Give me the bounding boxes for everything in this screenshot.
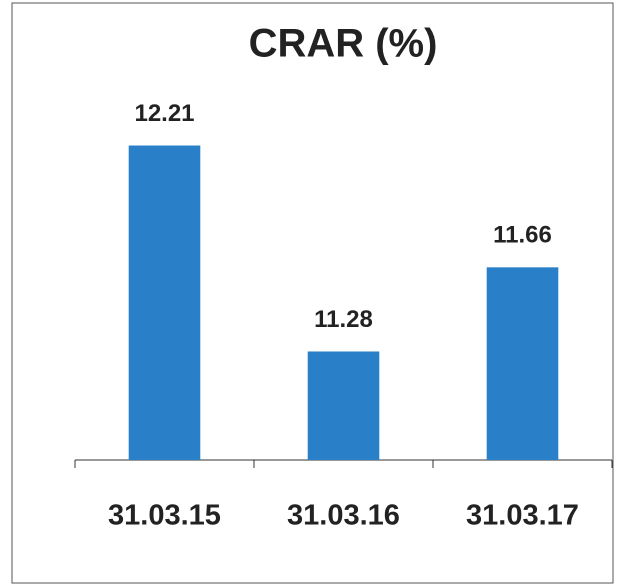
bar bbox=[128, 145, 201, 461]
x-tick-label: 31.03.16 bbox=[287, 500, 400, 532]
value-label: 11.28 bbox=[314, 306, 373, 333]
x-tick-label: 31.03.15 bbox=[108, 500, 221, 532]
chart-frame bbox=[11, 2, 614, 584]
bar bbox=[486, 267, 559, 460]
value-label: 12.21 bbox=[134, 100, 194, 127]
bar bbox=[307, 351, 380, 460]
chart-title: CRAR (%) bbox=[249, 22, 438, 66]
value-label: 11.66 bbox=[493, 222, 552, 249]
x-tick-label: 31.03.17 bbox=[466, 500, 579, 532]
